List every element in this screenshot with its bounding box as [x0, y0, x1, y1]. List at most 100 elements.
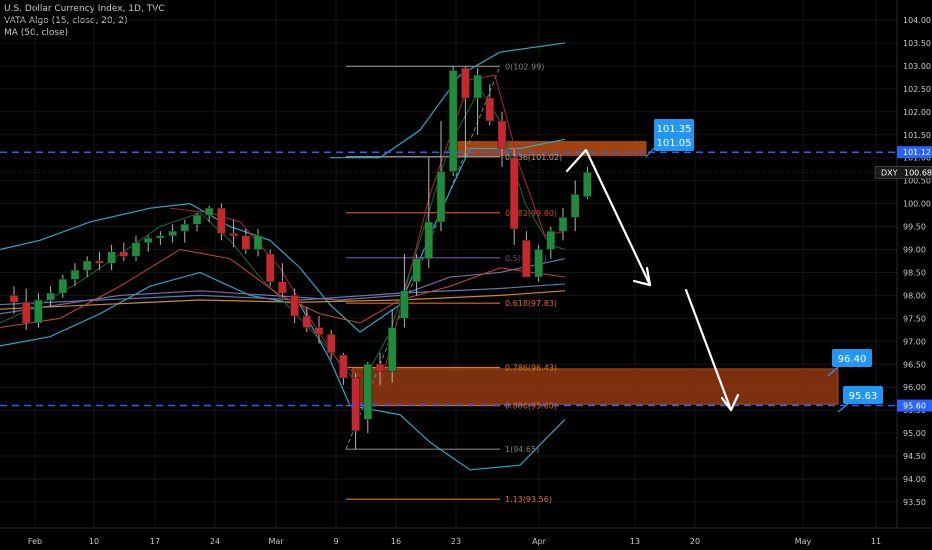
last-price-symbol: DXY [881, 168, 898, 177]
price-axis-tick: 101.50 [903, 131, 931, 140]
candle [229, 219, 238, 248]
price-axis-tick: 102.50 [903, 85, 931, 94]
callout-pointer [645, 147, 655, 158]
candle [363, 361, 373, 434]
candle-body [363, 364, 373, 420]
candle-body [34, 299, 43, 324]
chart-legend: U.S. Dollar Currency Index, 1D, TVC VATA… [4, 3, 165, 39]
legend-title: U.S. Dollar Currency Index, 1D, TVC [4, 4, 165, 14]
candle [497, 111, 507, 167]
arrow-stroke [584, 148, 652, 287]
candle [253, 228, 263, 257]
candle-body [278, 281, 287, 294]
candle [192, 212, 202, 232]
price-axis-tick: 101.00 [903, 154, 931, 163]
candle-body [253, 235, 263, 250]
ma-slow-blue [0, 283, 566, 306]
price-axis-level-badge [897, 146, 932, 159]
signal-green [0, 87, 566, 389]
candle-body [326, 334, 336, 354]
price-axis-tick: 100.00 [903, 200, 931, 209]
callout-box [832, 349, 872, 367]
last-price-badge [874, 166, 932, 179]
time-axis-tick: 9 [333, 537, 338, 546]
price-axis-level-label: 101.12 [903, 148, 931, 157]
arrow-stroke [632, 279, 652, 287]
callout-pointer [837, 403, 849, 413]
candle [583, 166, 592, 200]
price-axis-tick: 93.50 [903, 498, 926, 507]
candle-body [229, 233, 238, 236]
candle [217, 203, 226, 241]
price-axis-tick: 99.50 [903, 223, 926, 232]
candle-body [314, 327, 324, 335]
candle-body [168, 230, 177, 236]
candle-body [485, 97, 495, 122]
candle [70, 263, 80, 287]
price-axis-level-badge [897, 399, 932, 412]
time-axis-tick: Feb [28, 537, 42, 546]
candle [558, 208, 568, 241]
candle-body [131, 242, 141, 257]
candle-body [119, 251, 129, 257]
time-axis-tick: 10 [89, 537, 99, 546]
candle-body [400, 290, 409, 319]
candle [180, 219, 190, 243]
time-axis: Feb 10 17 24 Mar 9 16 23 Apr 13 20 May 11 [0, 527, 932, 546]
candle-body [375, 364, 385, 372]
candle-body [21, 302, 31, 324]
time-axis-tick: 20 [690, 537, 700, 546]
arrow-stroke [645, 266, 652, 287]
candle [339, 352, 348, 385]
candle [34, 293, 43, 328]
candle-body [9, 295, 19, 303]
last-price-value: 100.68 [904, 168, 932, 177]
time-axis-tick: 17 [150, 537, 160, 546]
price-axis-bg [897, 0, 932, 550]
time-axis-tick: May [795, 537, 812, 546]
candle [278, 263, 287, 298]
legend-indicator-ma: MA (50, close) [4, 28, 69, 38]
projection-arrows [565, 148, 740, 412]
candle-body [412, 258, 421, 282]
candle [400, 254, 409, 328]
candle [156, 231, 165, 245]
candle [546, 226, 556, 259]
candle-body [461, 67, 470, 99]
candle-body [58, 279, 68, 294]
candle-body [95, 260, 104, 264]
candle [485, 84, 495, 126]
price-axis-tick: 96.50 [903, 360, 926, 369]
candle [412, 254, 421, 296]
zone-callout-upper: 101.35 101.05 [654, 119, 694, 151]
candle-body [46, 292, 55, 301]
price-axis-tick: 98.00 [903, 291, 926, 300]
candle [522, 231, 531, 278]
candle [82, 256, 92, 278]
candle-body [143, 237, 153, 243]
arrow-stroke [684, 288, 733, 412]
candle [461, 65, 470, 158]
candle [424, 157, 434, 268]
candle-body [339, 354, 348, 379]
time-axis-tick: 23 [451, 537, 461, 546]
price-axis-tick: 104.00 [903, 16, 931, 25]
candle-body [290, 295, 299, 317]
candle [131, 235, 141, 261]
price-axis-tick: 98.50 [903, 268, 926, 277]
price-axis-tick: 94.00 [903, 475, 926, 484]
supply-demand-zone [351, 368, 839, 405]
candle [58, 274, 68, 298]
candle [375, 352, 385, 385]
candle [448, 65, 458, 177]
zone-callout-top: 96.40 [832, 349, 872, 367]
candle [570, 180, 580, 232]
candle [46, 286, 55, 307]
candle-body [302, 315, 312, 328]
candle [473, 68, 482, 135]
callout-value: 101.05 [657, 138, 692, 149]
candle [119, 242, 129, 261]
price-axis-tick: 95.00 [903, 429, 926, 438]
time-axis-tick: 11 [871, 537, 881, 546]
